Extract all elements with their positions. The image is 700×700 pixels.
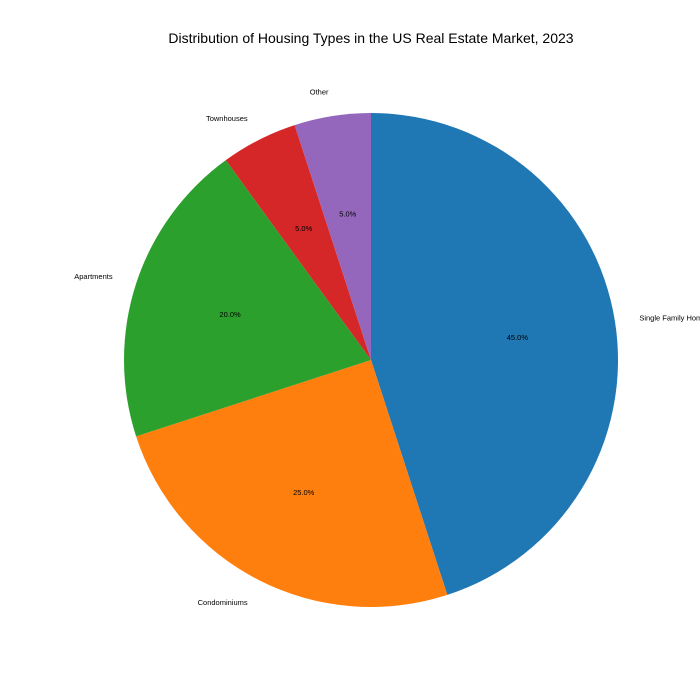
pie-slice-condominiums — [136, 360, 448, 607]
pie-slice-other — [294, 113, 371, 360]
percent-label-townhouses: 5.0% — [295, 224, 312, 233]
chart-title: Distribution of Housing Types in the US … — [168, 30, 573, 46]
category-label-apartments: Apartments — [74, 272, 113, 281]
percent-label-condominiums: 25.0% — [293, 488, 315, 497]
pie-slices — [123, 113, 618, 607]
pie-slice-single-family-homes — [371, 113, 618, 595]
percent-label-single-family-homes: 45.0% — [507, 333, 529, 342]
category-label-other: Other — [310, 88, 329, 97]
category-label-condominiums: Condominiums — [198, 598, 248, 607]
percent-label-apartments: 20.0% — [219, 310, 241, 319]
percent-label-other: 5.0% — [339, 210, 356, 219]
pie-slice-apartments — [123, 160, 371, 437]
category-label-single-family-homes: Single Family Homes — [639, 314, 700, 323]
category-label-townhouses: Townhouses — [206, 114, 248, 123]
pie-labels: Single Family Homes 45.0% Condominiums 25.0… — [74, 88, 700, 607]
pie-slice-townhouses — [225, 125, 371, 360]
